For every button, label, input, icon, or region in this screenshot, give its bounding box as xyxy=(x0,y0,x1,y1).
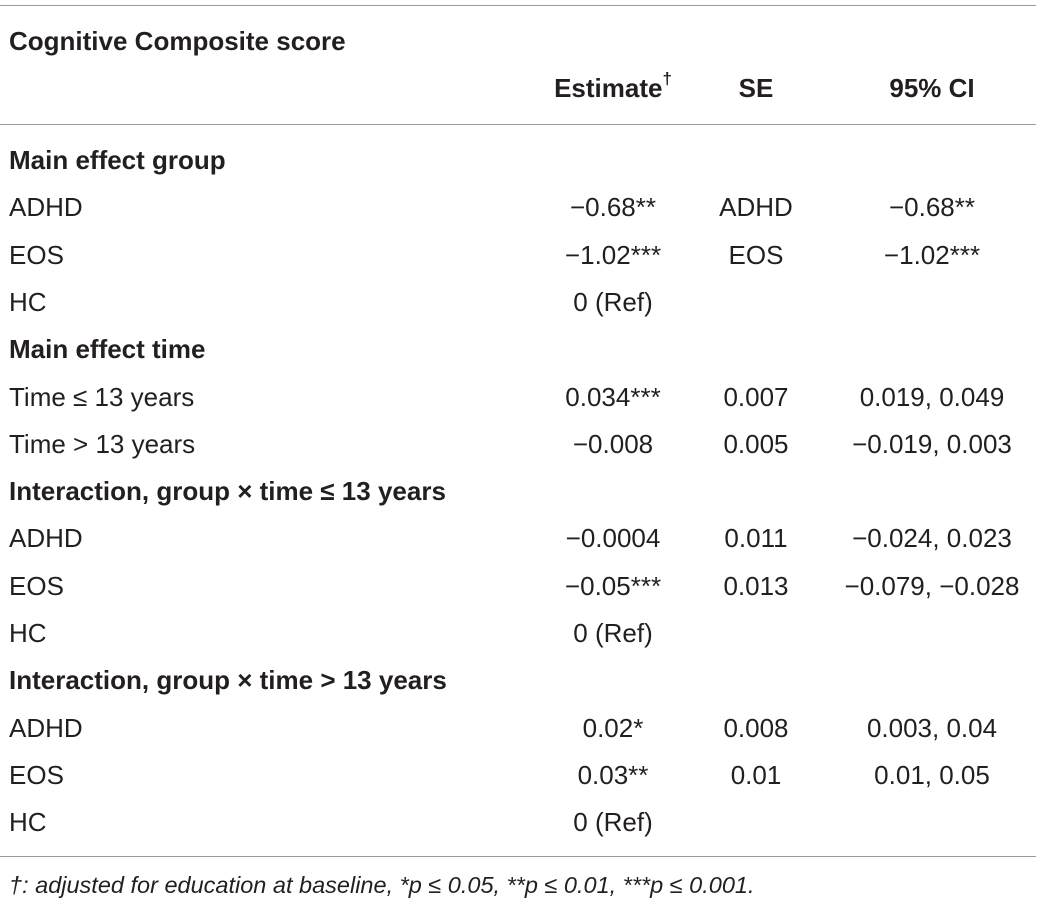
row-label: Time ≤ 13 years xyxy=(9,381,195,412)
se-cell: 0.005 xyxy=(723,428,789,459)
se-cell: 0.008 xyxy=(723,712,789,743)
ci-cell: −0.024, 0.023 xyxy=(852,523,1012,554)
ci-cell: 0.003, 0.04 xyxy=(866,712,998,743)
se-cell: 0.007 xyxy=(723,381,789,412)
ci-cell: −0.019, 0.003 xyxy=(852,428,1012,459)
estimate-cell: 0.03** xyxy=(577,759,649,790)
ci-cell: −0.68** xyxy=(888,192,976,223)
table-row: Time ≤ 13 years 0.034*** 0.007 0.019, 0.049 xyxy=(0,374,1042,421)
table-title-row: Cognitive Composite score xyxy=(0,18,1042,65)
header-se: SE xyxy=(738,73,774,103)
header-rule xyxy=(0,124,1036,125)
table-row: ADHD −0.68** ADHD −0.68** xyxy=(0,184,1042,231)
se-cell xyxy=(698,610,814,657)
section-header-row: Interaction, group × time > 13 years xyxy=(0,657,1042,704)
estimate-cell: −0.68** xyxy=(569,192,657,223)
section-label: Main effect group xyxy=(9,145,226,175)
section-label: Main effect time xyxy=(9,334,206,365)
table-row: HC 0 (Ref) xyxy=(0,799,1042,846)
row-label: EOS xyxy=(9,759,64,790)
dagger-mark: † xyxy=(662,69,672,89)
table-row: EOS −0.05*** 0.013 −0.079, −0.028 xyxy=(0,563,1042,610)
se-cell: EOS xyxy=(728,239,784,270)
row-label: ADHD xyxy=(9,523,83,554)
estimate-cell: 0 (Ref) xyxy=(573,807,653,838)
ci-cell xyxy=(826,799,1038,846)
row-label: ADHD xyxy=(9,712,83,743)
ci-cell: −1.02*** xyxy=(883,239,981,270)
row-label: HC xyxy=(9,618,47,648)
estimate-cell: −0.05*** xyxy=(564,570,662,601)
row-label: ADHD xyxy=(9,192,83,223)
table-row: HC 0 (Ref) xyxy=(0,610,1042,657)
table-row: EOS −1.02*** EOS −1.02*** xyxy=(0,232,1042,279)
estimate-cell: 0 (Ref) xyxy=(573,286,653,317)
table-row: EOS 0.03** 0.01 0.01, 0.05 xyxy=(0,752,1042,799)
se-cell xyxy=(698,279,814,326)
se-cell: ADHD xyxy=(719,192,793,223)
bottom-rule xyxy=(0,856,1036,857)
se-cell: 0.011 xyxy=(724,523,788,554)
footnote: †: adjusted for education at baseline, *… xyxy=(9,872,755,898)
estimate-cell: 0.02* xyxy=(582,712,644,743)
table-row: ADHD 0.02* 0.008 0.003, 0.04 xyxy=(0,705,1042,752)
header-estimate: Estimate† xyxy=(554,69,672,103)
ci-cell: 0.019, 0.049 xyxy=(859,381,1005,412)
table-row: Time > 13 years −0.008 0.005 −0.019, 0.003 xyxy=(0,421,1042,468)
ci-cell: 0.01, 0.05 xyxy=(874,759,990,790)
row-label: Time > 13 years xyxy=(9,428,196,459)
estimate-cell: 0.034*** xyxy=(565,381,661,412)
header-row: Estimate† SE 95% CI xyxy=(0,65,1042,112)
estimate-cell: −0.008 xyxy=(572,428,654,459)
ci-cell: −0.079, −0.028 xyxy=(844,570,1020,601)
se-cell xyxy=(698,799,814,846)
ci-cell xyxy=(826,279,1038,326)
estimate-cell: 0 (Ref) xyxy=(573,618,653,648)
table-title: Cognitive Composite score xyxy=(9,26,346,56)
row-label: EOS xyxy=(9,570,64,601)
se-cell: 0.01 xyxy=(730,759,782,790)
estimate-cell: −1.02*** xyxy=(564,239,662,270)
se-cell: 0.013 xyxy=(723,570,789,601)
top-rule xyxy=(0,5,1036,6)
section-header-row: Main effect group xyxy=(0,137,1042,184)
section-label: Interaction, group × time ≤ 13 years xyxy=(9,476,446,507)
section-label: Interaction, group × time > 13 years xyxy=(9,665,447,696)
estimate-cell: −0.0004 xyxy=(565,523,661,554)
ci-cell xyxy=(826,610,1038,657)
table-row: ADHD −0.0004 0.011 −0.024, 0.023 xyxy=(0,515,1042,562)
row-label: HC xyxy=(9,807,47,838)
section-header-row: Interaction, group × time ≤ 13 years xyxy=(0,468,1042,515)
row-label: HC xyxy=(9,286,47,317)
header-ci: 95% CI xyxy=(889,73,975,103)
row-label: EOS xyxy=(9,239,64,270)
table-row: HC 0 (Ref) xyxy=(0,279,1042,326)
section-header-row: Main effect time xyxy=(0,326,1042,373)
